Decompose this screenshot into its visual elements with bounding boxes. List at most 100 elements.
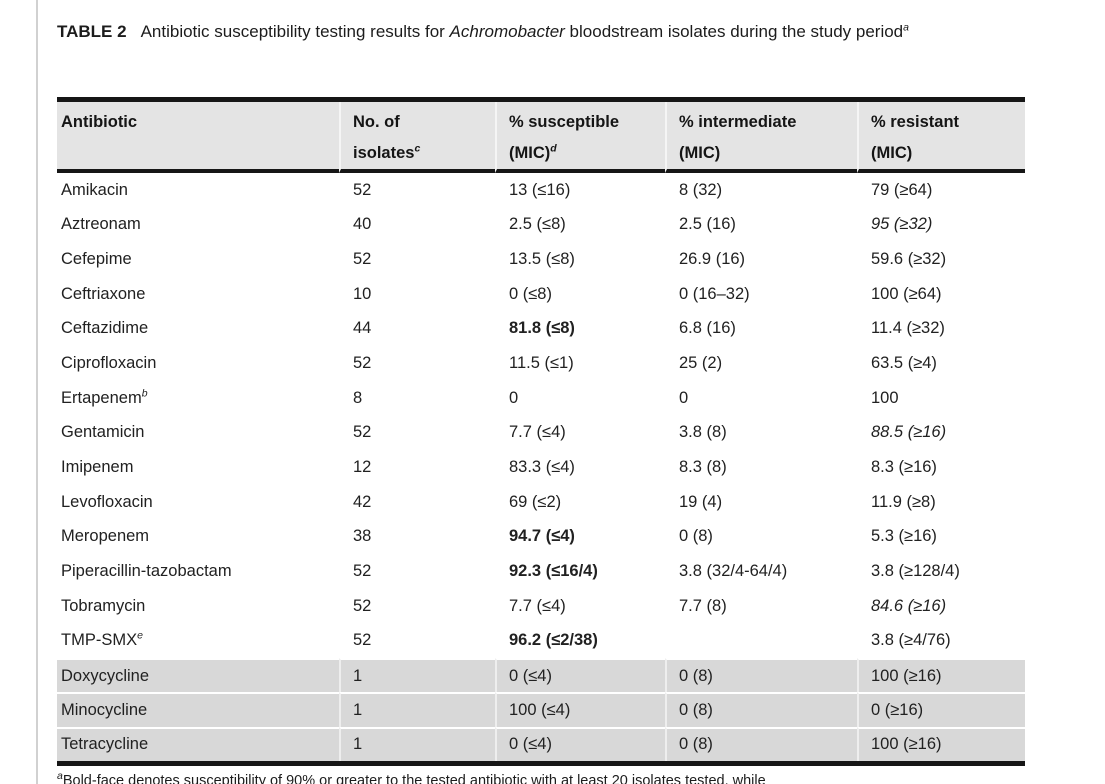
table-row: Ciprofloxacin 52 11.5 (≤1) 25 (2) 63.5 (… <box>57 346 1025 381</box>
cell-resistant: 100 <box>857 380 1025 416</box>
caption-organism: Achromobacter <box>449 22 565 41</box>
cell-resistant: 11.9 (≥8) <box>857 484 1025 520</box>
cell-antibiotic: Gentamicin <box>61 423 145 442</box>
cell-resistant: 63.5 (≥4) <box>857 346 1025 381</box>
cell-intermediate: 8 (32) <box>665 173 857 208</box>
cell-isolates: 42 <box>339 484 495 520</box>
cell-resistant: 95 (≥32) <box>857 207 1025 243</box>
cell-antibiotic: Minocycline <box>57 692 339 727</box>
table-number: TABLE 2 <box>57 22 127 41</box>
cell-susceptible: 96.2 (≤2/38) <box>495 623 665 658</box>
caption-text: Antibiotic susceptibility testing result… <box>141 22 909 41</box>
cell-antibiotic: Ceftriaxone <box>61 284 146 303</box>
cell-antibiotic: Ceftazidime <box>61 319 149 338</box>
header-line1: % intermediate <box>679 113 797 131</box>
cell-susceptible: 0 <box>495 380 665 416</box>
cell-resistant: 11.4 (≥32) <box>857 311 1025 347</box>
cell-resistant: 3.8 (≥4/76) <box>857 623 1025 658</box>
cell-intermediate: 2.5 (16) <box>665 207 857 243</box>
cell-antibiotic: Imipenem <box>61 457 134 476</box>
cell-isolates: 52 <box>339 415 495 451</box>
table-row: Tobramycin 52 7.7 (≤4) 7.7 (8) 84.6 (≥16… <box>57 588 1025 624</box>
cell-isolates: 1 <box>339 726 495 761</box>
cell-intermediate: 0 (8) <box>665 726 857 761</box>
cell-resistant: 0 (≥16) <box>857 692 1025 727</box>
table-row: Cefepime 52 13.5 (≤8) 26.9 (16) 59.6 (≥3… <box>57 242 1025 277</box>
table-row: TMP-SMXe 52 96.2 (≤2/38) 3.8 (≥4/76) <box>57 623 1025 658</box>
header-line2: (MIC) <box>679 144 721 162</box>
cell-susceptible: 13 (≤16) <box>495 173 665 208</box>
cell-antibiotic: Levofloxacin <box>61 492 153 511</box>
caption-pre: Antibiotic susceptibility testing result… <box>140 22 450 41</box>
cell-isolates: 12 <box>339 450 495 485</box>
table-row: Minocycline 1 100 (≤4) 0 (8) 0 (≥16) <box>57 692 1025 727</box>
cell-antibiotic: Ertapenemb <box>61 387 148 407</box>
cell-intermediate: 0 (8) <box>665 519 857 555</box>
header-line1: Antibiotic <box>61 113 138 131</box>
cell-isolates: 44 <box>339 311 495 347</box>
cell-intermediate: 26.9 (16) <box>665 242 857 277</box>
cell-resistant: 3.8 (≥128/4) <box>857 554 1025 589</box>
cell-intermediate: 0 (8) <box>665 692 857 727</box>
col-header-antibiotic: Antibiotic <box>57 102 339 173</box>
table-row: Amikacin 52 13 (≤16) 8 (32) 79 (≥64) <box>57 173 1025 208</box>
cell-resistant: 100 (≥16) <box>857 726 1025 761</box>
table-row: Ertapenemb 8 0 0 100 <box>57 380 1025 416</box>
cell-susceptible: 94.7 (≤4) <box>495 519 665 555</box>
header-line1: % susceptible <box>509 113 620 131</box>
cell-antibiotic: Tobramycin <box>61 596 146 615</box>
cell-resistant: 88.5 (≥16) <box>857 415 1025 451</box>
cell-intermediate: 7.7 (8) <box>665 588 857 624</box>
cell-intermediate: 25 (2) <box>665 346 857 381</box>
cell-resistant: 84.6 (≥16) <box>857 588 1025 624</box>
cell-isolates: 52 <box>339 554 495 589</box>
table-row: Meropenem 38 94.7 (≤4) 0 (8) 5.3 (≥16) <box>57 519 1025 555</box>
cell-antibiotic: Doxycycline <box>57 657 339 693</box>
cell-intermediate: 0 <box>665 380 857 416</box>
cell-susceptible: 0 (≤4) <box>495 726 665 761</box>
cell-isolates: 8 <box>339 380 495 416</box>
col-header-intermediate: % intermediate (MIC) <box>665 102 857 173</box>
cell-susceptible: 0 (≤8) <box>495 276 665 312</box>
table-row: Imipenem 12 83.3 (≤4) 8.3 (8) 8.3 (≥16) <box>57 450 1025 485</box>
header-line2: isolatesc <box>353 142 421 162</box>
col-header-susceptible: % susceptible (MIC)d <box>495 102 665 173</box>
cell-isolates: 52 <box>339 623 495 658</box>
header-row: Antibiotic No. of isolatesc % susceptibl… <box>57 102 1025 173</box>
cell-susceptible: 0 (≤4) <box>495 657 665 693</box>
footnote: aBold-face denotes susceptibility of 90%… <box>57 770 1047 784</box>
cell-isolates: 38 <box>339 519 495 555</box>
cell-isolates: 10 <box>339 276 495 312</box>
cell-intermediate: 0 (16–32) <box>665 276 857 312</box>
cell-resistant: 8.3 (≥16) <box>857 450 1025 485</box>
cell-antibiotic: Piperacillin-tazobactam <box>61 561 232 580</box>
cell-susceptible: 81.8 (≤8) <box>495 311 665 347</box>
cell-antibiotic: Meropenem <box>61 527 150 546</box>
cell-susceptible: 2.5 (≤8) <box>495 207 665 243</box>
cell-isolates: 52 <box>339 173 495 208</box>
cell-intermediate: 19 (4) <box>665 484 857 520</box>
caption-post: bloodstream isolates during the study pe… <box>564 22 904 41</box>
footnote-marker: a <box>57 770 63 783</box>
table-row: Piperacillin-tazobactam 52 92.3 (≤16/4) … <box>57 554 1025 589</box>
caption-footnote-marker: a <box>903 21 909 34</box>
cell-antibiotic: Amikacin <box>61 180 128 199</box>
page-edge-line <box>36 0 38 784</box>
col-header-isolates: No. of isolatesc <box>339 102 495 173</box>
table-row: Gentamicin 52 7.7 (≤4) 3.8 (8) 88.5 (≥16… <box>57 415 1025 451</box>
table-row: Levofloxacin 42 69 (≤2) 19 (4) 11.9 (≥8) <box>57 484 1025 520</box>
cell-susceptible: 13.5 (≤8) <box>495 242 665 277</box>
cell-resistant: 100 (≥64) <box>857 276 1025 312</box>
cell-intermediate <box>665 623 857 658</box>
cell-antibiotic: TMP-SMXe <box>61 629 143 650</box>
cell-susceptible: 100 (≤4) <box>495 692 665 727</box>
cell-antibiotic: Aztreonam <box>61 215 141 234</box>
cell-resistant: 5.3 (≥16) <box>857 519 1025 555</box>
header-line2: (MIC)d <box>509 142 557 162</box>
susceptibility-table: Antibiotic No. of isolatesc % susceptibl… <box>57 97 1025 766</box>
header-line2: (MIC) <box>871 144 913 162</box>
cell-antibiotic: Cefepime <box>61 250 132 269</box>
cell-susceptible: 83.3 (≤4) <box>495 450 665 485</box>
cell-susceptible: 7.7 (≤4) <box>495 588 665 624</box>
cell-isolates: 40 <box>339 207 495 243</box>
